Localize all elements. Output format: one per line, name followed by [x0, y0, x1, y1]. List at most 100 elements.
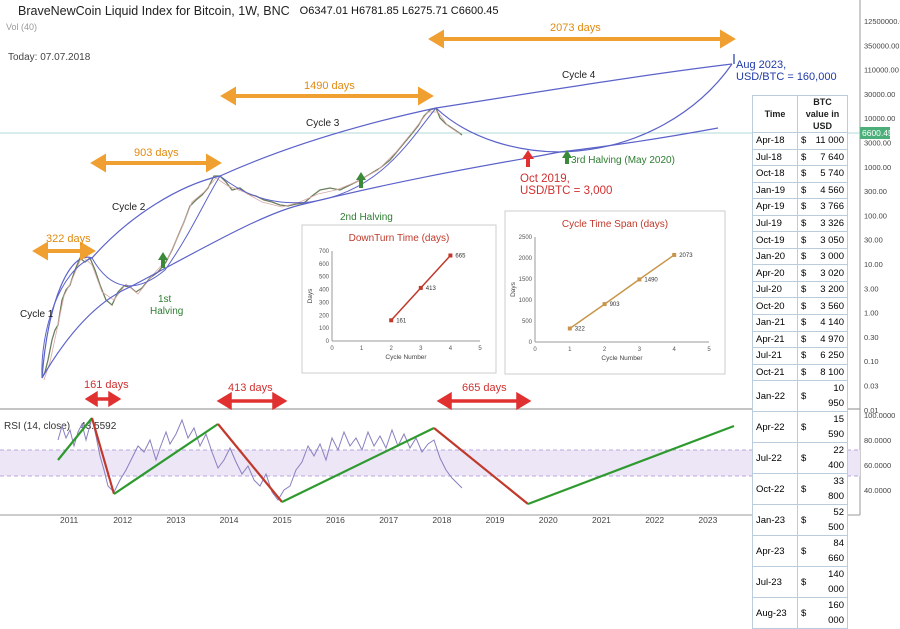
- row-time: Jul-20: [752, 280, 798, 299]
- row-currency: $: [797, 264, 812, 282]
- rsi-tick-label: 60.0000: [864, 461, 891, 470]
- table-row: Oct-19 $3 050: [752, 231, 848, 249]
- y-axis: 12500000.00 350000.00 110000.00 30000.00 100…: [864, 17, 900, 415]
- inset-point: [418, 285, 423, 290]
- row-value: 52 500: [812, 504, 848, 537]
- row-currency: $: [797, 165, 812, 183]
- label-1490-days: 1490 days: [304, 80, 355, 92]
- y-tick-label: 0.10: [864, 357, 879, 366]
- open-value: O6347.01: [299, 5, 348, 17]
- inset-x-tick: 5: [707, 347, 711, 353]
- row-currency: $: [797, 314, 812, 332]
- rsi-tick-label: 80.0000: [864, 436, 891, 445]
- row-currency: $: [797, 214, 812, 233]
- row-time: Apr-20: [752, 264, 798, 282]
- inset-point-label: 2073: [679, 253, 693, 259]
- cycle1-arc: [41, 257, 93, 379]
- label-aug-price: USD/BTC = 160,000: [736, 71, 837, 83]
- row-currency: $: [797, 535, 812, 568]
- row-time: Apr-19: [752, 198, 798, 216]
- halving-arrows: [158, 150, 572, 268]
- row-currency: $: [797, 442, 812, 475]
- y-tick-label: 10.00: [864, 260, 883, 269]
- price-tag: 6600.45: [862, 128, 893, 138]
- rsi-tick-label: 100.0000: [864, 411, 895, 420]
- label-cycle-4: Cycle 4: [562, 70, 596, 81]
- table-row: Apr-21 $4 970: [752, 330, 848, 349]
- row-time: Jul-22: [752, 442, 798, 475]
- row-value: 6 250: [812, 347, 848, 365]
- x-tick-label: 2020: [539, 515, 558, 525]
- inset-y-tick: 500: [522, 319, 533, 325]
- label-3rd-halving: 3rd Halving (May 2020): [571, 155, 675, 166]
- row-value: 7 640: [812, 148, 848, 167]
- label-aug-2023: Aug 2023,: [736, 59, 786, 71]
- y-tick-label: 350000.00: [864, 41, 899, 50]
- row-currency: $: [797, 597, 812, 629]
- table-row: Aug-23 $160 000: [752, 597, 848, 629]
- x-tick-label: 2013: [166, 515, 185, 525]
- rsi-band: [0, 450, 860, 476]
- inset-downturn-chart: DownTurn Time (days) 0 1 2 3 4 5 0 100 200 300 400 5…: [301, 224, 497, 374]
- table-row: Oct-21 $8 100: [752, 363, 848, 382]
- table-row: Jul-20 $3 200: [752, 280, 848, 299]
- row-value: 160 000: [812, 597, 848, 629]
- row-currency: $: [797, 132, 812, 150]
- table-row: Apr-18 $11 000: [752, 132, 848, 150]
- table-row: Jul-21 $6 250: [752, 347, 848, 365]
- y-tick-label: 100.00: [864, 211, 887, 220]
- high-value: H6781.85: [351, 5, 399, 17]
- inset-point-label: 903: [610, 302, 621, 308]
- close-value: C6600.45: [450, 5, 499, 17]
- inset-x-label: Cycle Number: [601, 355, 643, 362]
- row-time: Oct-21: [752, 363, 798, 382]
- upper-envelope: [41, 63, 733, 379]
- row-time: Jul-23: [752, 566, 798, 599]
- row-time: Jan-19: [752, 181, 798, 200]
- price-series: [41, 107, 463, 379]
- inset-y-tick: 2500: [519, 235, 533, 241]
- label-halving: Halving: [150, 306, 183, 317]
- downturn-arrows: [84, 390, 532, 411]
- y-tick-label: 300.00: [864, 187, 887, 196]
- y-tick-label: 10000.00: [864, 114, 895, 123]
- rsi-series: [57, 417, 463, 501]
- inset-point-label: 1490: [644, 277, 658, 283]
- row-currency: $: [797, 231, 812, 249]
- row-currency: $: [797, 473, 812, 506]
- row-value: 3 200: [812, 280, 848, 299]
- x-tick-label: 2019: [486, 515, 505, 525]
- table-header-row: Time BTC value in USD: [752, 95, 848, 133]
- row-time: Jul-18: [752, 148, 798, 167]
- row-time: Jan-23: [752, 504, 798, 537]
- inset-x-tick: 3: [419, 346, 423, 352]
- table-row: Apr-23 $84 660: [752, 535, 848, 568]
- inset-x-tick: 2: [603, 347, 607, 353]
- row-time: Oct-18: [752, 165, 798, 183]
- row-value: 3 000: [812, 247, 848, 266]
- price-tag-bg: [860, 127, 890, 139]
- label-oct-price: USD/BTC = 3,000: [520, 185, 612, 197]
- x-axis: 2011 2012 2013 2014 2015 2016 2017 2018 2019 2020…: [60, 515, 824, 525]
- row-currency: $: [797, 330, 812, 349]
- chart-header: BraveNewCoin Liquid Index for Bitcoin, 1…: [0, 0, 860, 22]
- cycle2-arc: [91, 175, 221, 287]
- ohlc-readout: O6347.01 H6781.85 L6275.71 C6600.45: [300, 5, 499, 17]
- row-currency: $: [797, 247, 812, 266]
- row-value: 4 140: [812, 314, 848, 332]
- row-value: 22 400: [812, 442, 848, 475]
- y-tick-label: 12500000.00: [864, 17, 900, 26]
- inset-x-tick: 1: [360, 346, 364, 352]
- inset-cycle-span-chart: Cycle Time Span (days) 0 1 2 3 4 5 0 500 1000 1500…: [504, 210, 726, 375]
- rsi-label: RSI (14, close) 43.5592: [4, 421, 116, 432]
- inset-frame: [301, 224, 497, 374]
- label-cycle-2: Cycle 2: [112, 202, 146, 213]
- inset-y-tick: 700: [319, 249, 330, 255]
- y-tick-label: 0.03: [864, 382, 879, 391]
- row-currency: $: [797, 297, 812, 316]
- inset-x-tick: 3: [638, 347, 642, 353]
- table-row: Jul-23 $140 000: [752, 566, 848, 599]
- inset-point-label: 322: [575, 326, 586, 332]
- table-row: Jul-18 $7 640: [752, 148, 848, 167]
- label-322-days: 322 days: [46, 233, 91, 245]
